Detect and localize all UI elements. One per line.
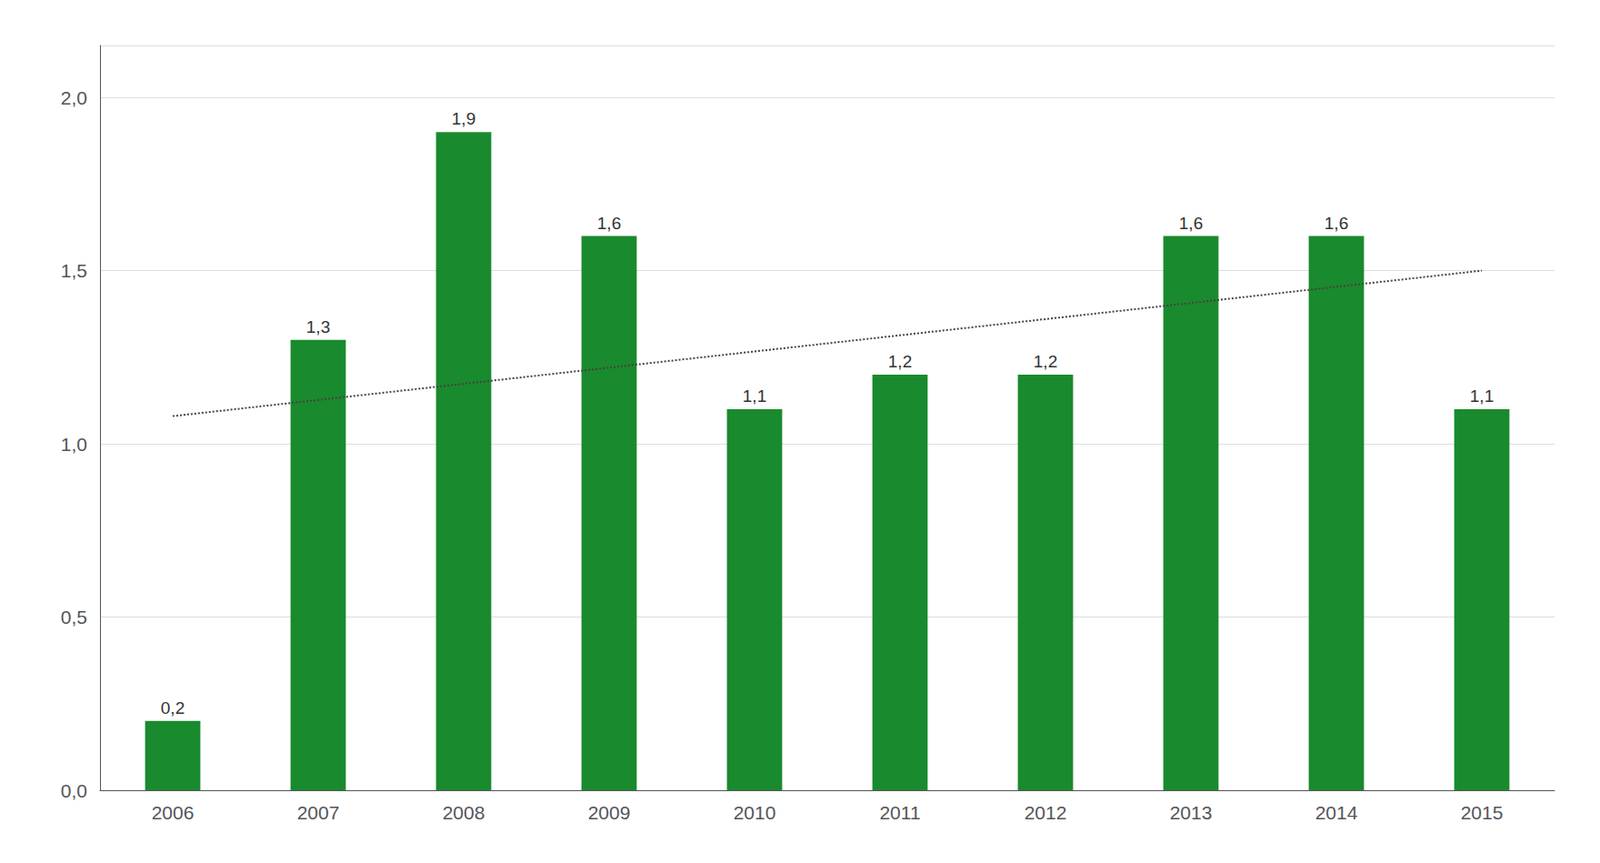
svg-text:1,1: 1,1 xyxy=(742,386,767,406)
svg-text:2012: 2012 xyxy=(1024,801,1068,823)
svg-text:1,1: 1,1 xyxy=(1470,386,1494,406)
svg-text:2011: 2011 xyxy=(879,801,920,823)
svg-text:2007: 2007 xyxy=(297,801,340,823)
svg-text:1,2: 1,2 xyxy=(888,351,912,371)
svg-text:1,2: 1,2 xyxy=(1033,351,1058,371)
svg-text:1,9: 1,9 xyxy=(451,109,476,129)
svg-text:2,0: 2,0 xyxy=(60,87,88,109)
svg-text:2009: 2009 xyxy=(588,801,631,823)
svg-text:1,6: 1,6 xyxy=(597,213,621,233)
svg-text:2006: 2006 xyxy=(151,801,195,823)
svg-text:1,5: 1,5 xyxy=(60,260,88,281)
svg-text:1,0: 1,0 xyxy=(60,433,88,455)
svg-text:0,5: 0,5 xyxy=(60,606,88,628)
svg-text:1,3: 1,3 xyxy=(306,317,330,337)
svg-text:2010: 2010 xyxy=(733,801,777,823)
svg-text:1,6: 1,6 xyxy=(1179,213,1203,233)
svg-text:0,2: 0,2 xyxy=(160,698,185,718)
svg-text:2008: 2008 xyxy=(442,801,486,823)
svg-text:2013: 2013 xyxy=(1170,801,1213,823)
svg-text:2014: 2014 xyxy=(1315,801,1359,823)
svg-text:0,0: 0,0 xyxy=(60,780,88,801)
svg-text:1,6: 1,6 xyxy=(1324,213,1349,233)
svg-text:2015: 2015 xyxy=(1460,801,1504,823)
